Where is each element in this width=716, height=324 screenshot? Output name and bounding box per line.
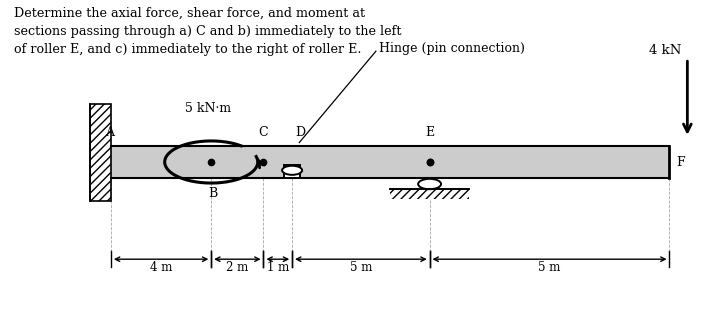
Bar xyxy=(284,165,300,178)
Text: A: A xyxy=(105,126,114,139)
Text: E: E xyxy=(425,126,434,139)
Text: 1 m: 1 m xyxy=(266,261,289,274)
Bar xyxy=(390,189,469,199)
Text: Hinge (pin connection): Hinge (pin connection) xyxy=(379,42,526,55)
Text: 5 m: 5 m xyxy=(349,261,372,274)
Text: 5 kN·m: 5 kN·m xyxy=(185,102,231,115)
Text: F: F xyxy=(677,156,685,168)
Text: 5 m: 5 m xyxy=(538,261,561,274)
Text: 4 m: 4 m xyxy=(150,261,173,274)
Circle shape xyxy=(418,179,441,189)
Text: C: C xyxy=(258,126,268,139)
Circle shape xyxy=(282,166,302,175)
Text: 2 m: 2 m xyxy=(226,261,248,274)
Bar xyxy=(111,146,669,178)
Text: B: B xyxy=(209,187,218,200)
Text: 4 kN: 4 kN xyxy=(649,44,682,57)
Text: D: D xyxy=(296,126,306,139)
Bar xyxy=(90,104,111,201)
Text: Determine the axial force, shear force, and moment at
sections passing through a: Determine the axial force, shear force, … xyxy=(14,6,402,56)
